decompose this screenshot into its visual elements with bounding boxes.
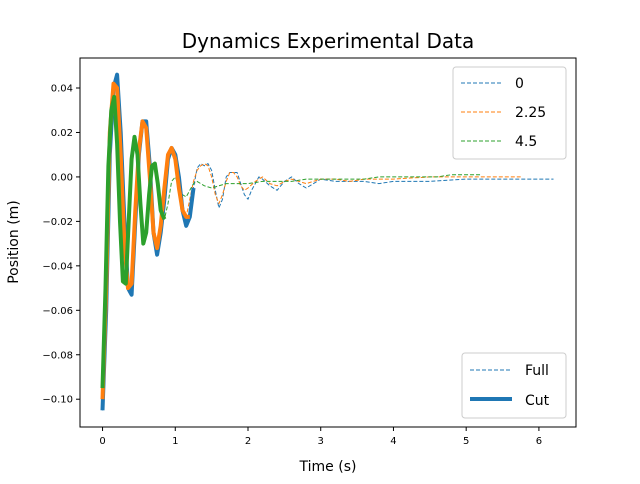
legend-series-label-1: 2.25 [515,105,546,121]
y-tick-label: −0.08 [42,350,73,361]
y-tick-label: −0.02 [42,217,73,228]
plot-lines [100,72,554,411]
legend-series-label-2: 4.5 [515,134,537,150]
y-tick-label: 0.00 [51,172,73,183]
legend-series-label-0: 0 [515,76,524,92]
legend-series: 0 2.25 4.5 [452,66,567,160]
y-tick-label: −0.04 [42,261,73,272]
y-tick-label: −0.06 [42,306,73,317]
legend-style-box [461,352,567,419]
x-tick-label: 6 [536,436,542,447]
x-tick-label: 0 [99,436,105,447]
y-axis: −0.10 −0.08 −0.06 −0.04 −0.02 0.00 0.02 0.04 [42,84,80,406]
y-tick-label: 0.04 [51,84,73,95]
legend-style: Full Cut [461,352,567,419]
x-tick-label: 3 [318,436,324,447]
x-tick-label: 1 [172,436,178,447]
chart-title: Dynamics Experimental Data [182,29,474,53]
legend-style-label-cut: Cut [525,393,550,409]
plot-frame [79,57,577,428]
y-tick-label: −0.10 [42,395,73,406]
x-tick-label: 4 [390,436,396,447]
y-axis-label: Position (m) [6,200,22,284]
y-tick-label: 0.02 [51,128,73,139]
legend-style-label-full: Full [525,363,549,379]
series-1-full-line [102,83,521,400]
legend-series-box [452,66,567,160]
x-axis: 0 1 2 3 4 5 6 [99,427,542,447]
x-tick-label: 5 [463,436,469,447]
x-tick-label: 2 [245,436,251,447]
x-axis-label: Time (s) [299,459,357,475]
series-2-cut-line [100,94,167,389]
series-1-cut-line [100,81,190,400]
